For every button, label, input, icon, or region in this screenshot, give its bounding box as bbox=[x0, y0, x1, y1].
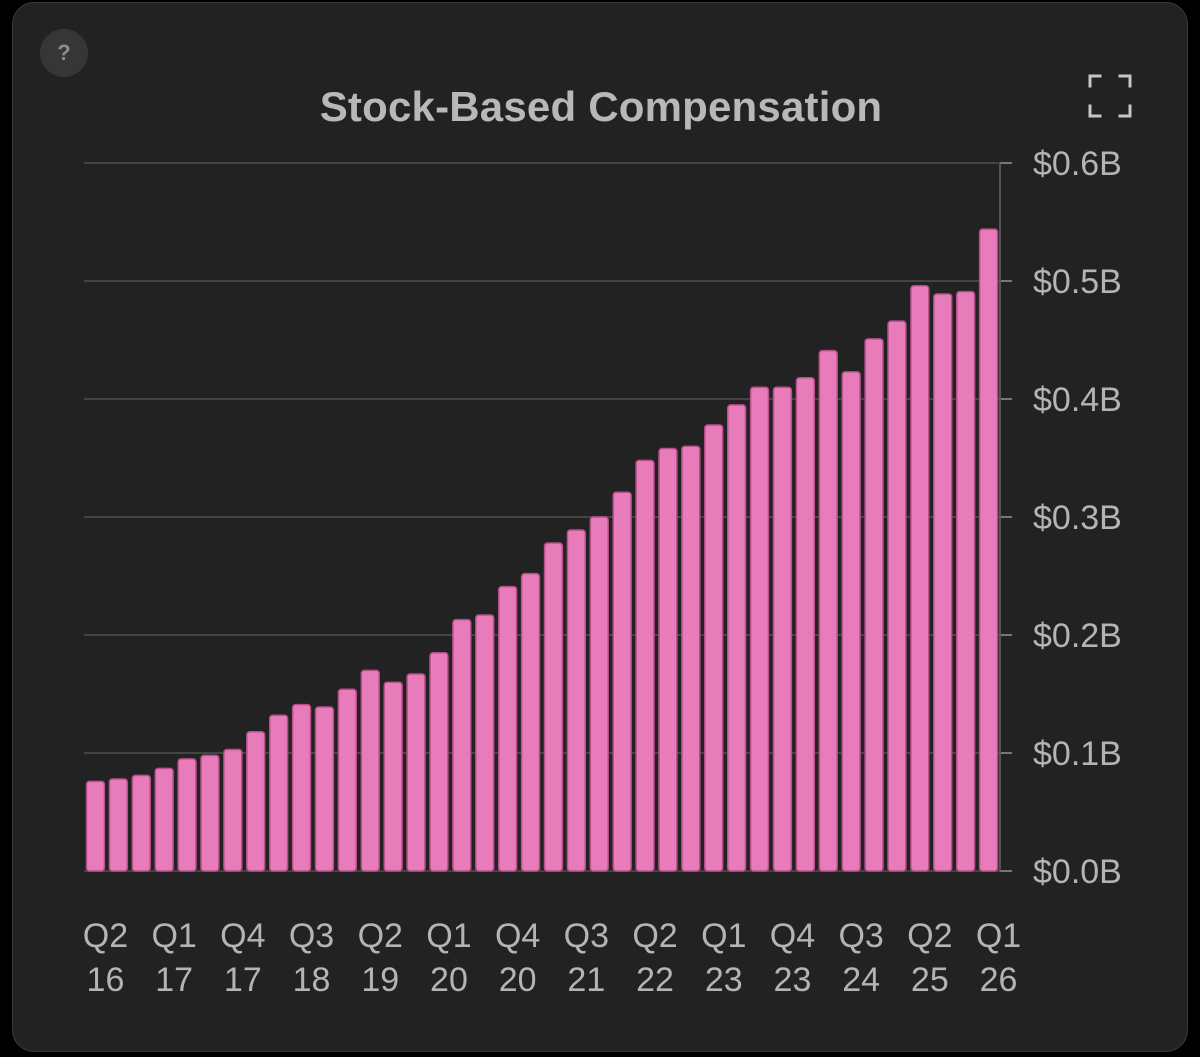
bar bbox=[452, 618, 472, 872]
bar bbox=[177, 758, 197, 872]
x-tick-label-year: 17 bbox=[155, 961, 193, 999]
x-tick-label-year: 17 bbox=[224, 961, 262, 999]
bar-chart: $0.0B $0.1B $0.2B $0.3B $0.4B $0.5B $0.6B Q2 16 Q… bbox=[83, 145, 1122, 999]
bar bbox=[704, 424, 724, 872]
y-tick-label: $0.1B bbox=[1033, 735, 1122, 773]
y-tick-label: $0.4B bbox=[1033, 381, 1122, 419]
bar bbox=[406, 673, 426, 872]
x-tick-label-quarter: Q2 bbox=[907, 917, 952, 955]
bar bbox=[246, 731, 266, 872]
x-tick-label-quarter: Q4 bbox=[495, 917, 540, 955]
bar bbox=[749, 386, 770, 872]
y-tick-label: $0.3B bbox=[1033, 499, 1122, 537]
y-tick-label: $0.2B bbox=[1033, 617, 1122, 655]
bar bbox=[543, 542, 564, 872]
help-button[interactable]: ? bbox=[40, 29, 88, 77]
axis: $0.0B $0.1B $0.2B $0.3B $0.4B $0.5B $0.6B Q2 16 Q… bbox=[83, 145, 1122, 999]
help-icon: ? bbox=[57, 40, 71, 65]
bar bbox=[612, 491, 632, 872]
bar bbox=[497, 585, 518, 872]
x-tick-label-quarter: Q3 bbox=[289, 917, 334, 955]
bar bbox=[726, 404, 747, 872]
x-tick-label-quarter: Q1 bbox=[976, 917, 1021, 955]
x-tick-label-year: 21 bbox=[567, 961, 605, 999]
bar bbox=[520, 572, 541, 872]
bar bbox=[360, 669, 380, 872]
bar bbox=[887, 320, 907, 872]
x-tick-label-quarter: Q1 bbox=[701, 917, 746, 955]
x-tick-label-year: 26 bbox=[980, 961, 1018, 999]
x-tick-label-quarter: Q3 bbox=[838, 917, 883, 955]
x-tick-label-year: 16 bbox=[87, 961, 125, 999]
bar bbox=[795, 377, 816, 872]
x-tick-label-year: 19 bbox=[361, 961, 399, 999]
x-tick-label-year: 23 bbox=[705, 961, 743, 999]
x-tick-label-year: 18 bbox=[293, 961, 331, 999]
x-tick-label-year: 22 bbox=[636, 961, 674, 999]
bar bbox=[314, 706, 335, 872]
x-tick-label-year: 25 bbox=[911, 961, 949, 999]
bar bbox=[85, 780, 106, 872]
x-tick-label-quarter: Q3 bbox=[564, 917, 609, 955]
bar bbox=[841, 371, 861, 872]
bars bbox=[85, 228, 999, 872]
x-tick-label-quarter: Q4 bbox=[220, 917, 265, 955]
bar bbox=[383, 681, 403, 872]
y-tick-label: $0.5B bbox=[1033, 263, 1122, 301]
bar bbox=[337, 688, 358, 872]
bar bbox=[108, 778, 129, 872]
bar bbox=[635, 459, 655, 872]
bar bbox=[681, 445, 701, 872]
chart-title: Stock-Based Compensation bbox=[319, 83, 883, 130]
bar bbox=[131, 774, 151, 872]
bar bbox=[658, 447, 678, 872]
x-tick-label-year: 20 bbox=[430, 961, 468, 999]
x-tick-label-year: 23 bbox=[774, 961, 812, 999]
bar bbox=[910, 284, 930, 872]
bar bbox=[268, 714, 289, 872]
bar bbox=[978, 228, 999, 872]
bar bbox=[475, 614, 495, 872]
bar bbox=[200, 754, 220, 872]
bar bbox=[154, 767, 174, 872]
bar bbox=[933, 293, 953, 872]
y-tick-label: $0.0B bbox=[1033, 853, 1122, 891]
chart-card: ? Stock-Based Compensation $0.0B $0.1B $0.… bbox=[12, 2, 1188, 1052]
bar bbox=[589, 516, 609, 872]
bar bbox=[818, 349, 838, 872]
bar bbox=[223, 748, 243, 872]
x-tick-label-year: 20 bbox=[499, 961, 537, 999]
gridlines bbox=[84, 162, 1000, 872]
bar bbox=[429, 651, 449, 872]
expand-icon[interactable] bbox=[1087, 73, 1133, 119]
x-tick-label-year: 24 bbox=[842, 961, 880, 999]
bar bbox=[864, 338, 884, 872]
x-tick-label-quarter: Q1 bbox=[426, 917, 471, 955]
x-tick-label-quarter: Q4 bbox=[770, 917, 815, 955]
bar bbox=[955, 290, 976, 872]
y-tick-label: $0.6B bbox=[1033, 145, 1122, 183]
x-tick-label-quarter: Q2 bbox=[358, 917, 403, 955]
x-tick-label-quarter: Q2 bbox=[83, 917, 128, 955]
x-tick-label-quarter: Q2 bbox=[632, 917, 677, 955]
bar bbox=[291, 703, 312, 872]
bar bbox=[772, 386, 793, 872]
x-tick-label-quarter: Q1 bbox=[151, 917, 196, 955]
bar bbox=[566, 529, 587, 872]
